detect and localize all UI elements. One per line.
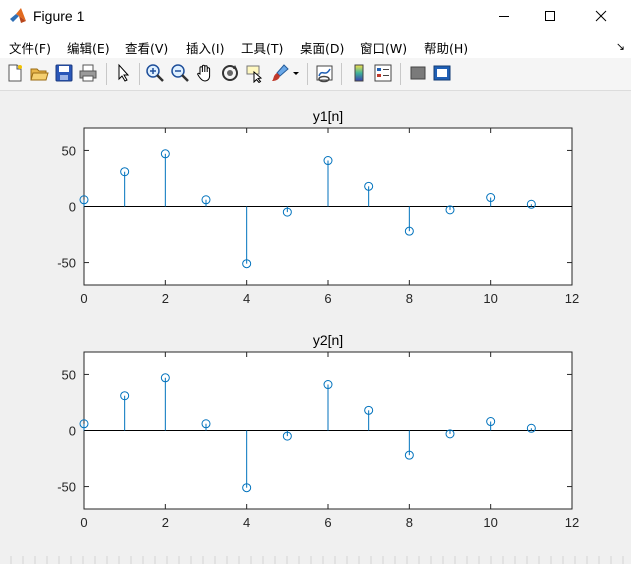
x-tick-label: 2 [162,291,169,306]
x-tick-label: 10 [483,515,497,530]
stem-marker [79,419,89,429]
pan-hand-icon[interactable] [195,63,215,83]
hide-plot-tools-icon[interactable] [408,63,428,83]
status-strip [0,556,631,564]
x-tick-label: 8 [406,515,413,530]
x-tick-label: 8 [406,291,413,306]
stem-marker [404,226,414,236]
axes-title: y2[n] [313,332,343,348]
new-figure-icon[interactable] [5,63,25,83]
menu-view[interactable]: 查看(V) [125,41,169,56]
x-tick-label: 10 [483,291,497,306]
stem-marker [364,405,374,415]
minimize-button[interactable] [481,0,527,32]
close-button[interactable] [578,0,624,32]
menu-insert[interactable]: 插入(I) [186,41,225,56]
toolbar-separator [341,63,342,85]
toolbar-separator [307,63,308,85]
stem-marker [445,429,455,439]
y-tick-label: -50 [57,480,76,495]
data-cursor-icon[interactable] [245,63,265,83]
stem-marker [486,417,496,427]
stem-marker [323,380,333,390]
save-icon[interactable] [54,63,74,83]
menu-bar: 文件(F) 编辑(E) 查看(V) 插入(I) 工具(T) 桌面(D) 窗口(W… [0,34,631,58]
insert-legend-icon[interactable] [373,63,393,83]
stem-marker [486,193,496,203]
y-tick-label: 50 [62,367,76,382]
stem-marker [201,419,211,429]
x-tick-label: 6 [324,291,331,306]
stem-marker [323,156,333,166]
menu-edit[interactable]: 编辑(E) [67,41,110,56]
stem-marker [242,259,252,269]
dock-arrow-icon[interactable]: ↘ [615,40,625,53]
show-plot-tools-icon[interactable] [432,63,452,83]
x-tick-label: 4 [243,291,250,306]
y-tick-label: 0 [69,424,76,439]
x-tick-label: 0 [80,515,87,530]
rotate-3d-icon[interactable] [220,63,240,83]
stem-marker [120,167,130,177]
x-tick-label: 6 [324,515,331,530]
stem-marker [242,483,252,493]
y-tick-label: 0 [69,200,76,215]
title-bar: Figure 1 [0,0,631,34]
menu-help[interactable]: 帮助(H) [424,41,469,56]
x-tick-label: 0 [80,291,87,306]
menu-desktop[interactable]: 桌面(D) [300,41,345,56]
stem-marker [201,195,211,205]
insert-colorbar-icon[interactable] [349,63,369,83]
maximize-icon [545,11,555,21]
x-tick-label: 12 [565,291,579,306]
stem-marker [526,423,536,433]
stem-marker [120,391,130,401]
toolbar-separator [106,63,107,85]
brush-dropdown-icon[interactable] [291,63,301,83]
x-tick-label: 4 [243,515,250,530]
close-icon [595,10,607,22]
print-icon[interactable] [78,63,98,83]
stem-marker [160,149,170,159]
window-title: Figure 1 [33,8,85,24]
menu-file[interactable]: 文件(F) [9,41,51,56]
axes-2: y2[n] 0 2 4 6 8 10 12 -50 0 50 [57,332,579,530]
stem-marker [160,373,170,383]
open-file-icon[interactable] [29,63,49,83]
maximize-button[interactable] [527,0,573,32]
zoom-in-icon[interactable] [145,63,165,83]
stem-marker [282,207,292,217]
axes-title: y1[n] [313,108,343,124]
brush-icon[interactable] [270,63,290,83]
y-tick-label: -50 [57,256,76,271]
stem-marker [364,181,374,191]
zoom-out-icon[interactable] [170,63,190,83]
toolbar-separator [139,63,140,85]
y-tick-label: 50 [62,143,76,158]
link-plot-icon[interactable] [315,63,335,83]
figure-toolbar [0,58,631,91]
axes-1: y1[n] 0 2 4 6 8 10 12 -50 0 50 [57,108,579,306]
stem-marker [526,199,536,209]
stem-marker [404,450,414,460]
minimize-icon [499,16,509,17]
menu-window[interactable]: 窗口(W) [360,41,408,56]
matlab-logo-icon [10,8,26,23]
x-tick-label: 2 [162,515,169,530]
stem-marker [79,195,89,205]
x-tick-label: 12 [565,515,579,530]
stem-marker [445,205,455,215]
edit-plot-pointer-icon[interactable] [113,63,133,83]
menu-tools[interactable]: 工具(T) [241,41,284,56]
toolbar-separator [400,63,401,85]
stem-marker [282,431,292,441]
figure-canvas: y1[n] 0 2 4 6 8 10 12 -50 0 50 y2[n] 0 2 4 6 8 10 12 -50 0 50 [57,108,579,530]
